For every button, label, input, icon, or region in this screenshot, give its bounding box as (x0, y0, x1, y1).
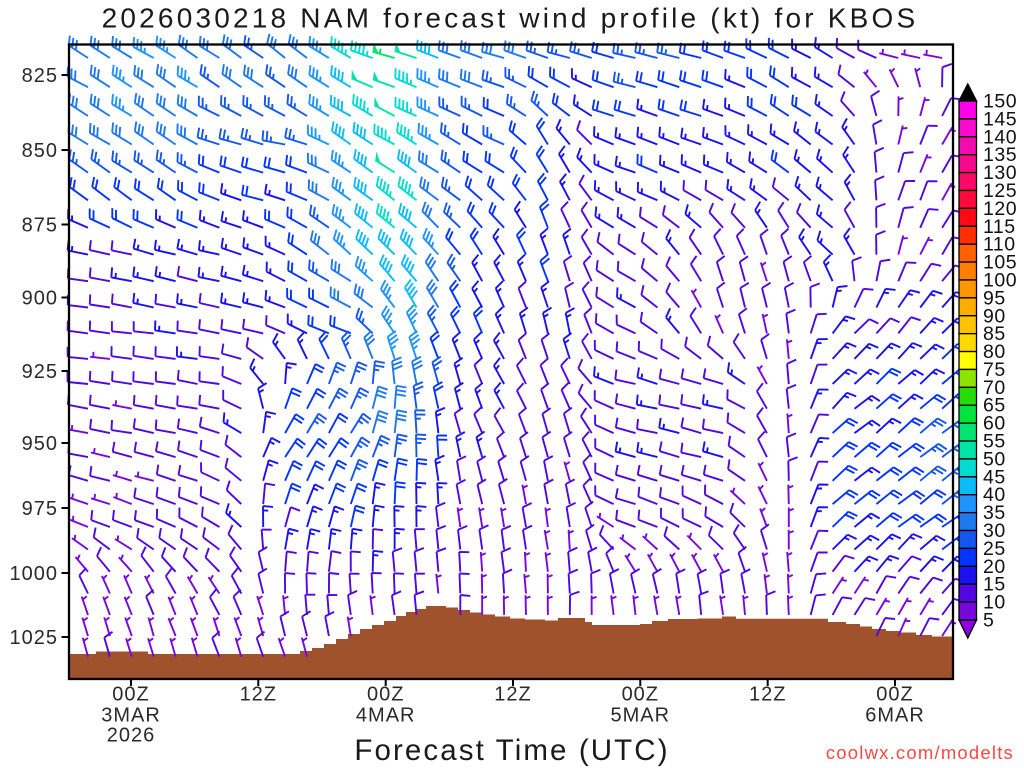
svg-text:60: 60 (983, 413, 1006, 435)
svg-text:4MAR: 4MAR (356, 705, 416, 727)
svg-text:50: 50 (983, 448, 1006, 470)
svg-text:12Z: 12Z (494, 684, 531, 706)
svg-text:40: 40 (983, 484, 1006, 506)
svg-text:100: 100 (983, 270, 1017, 292)
svg-text:85: 85 (983, 323, 1006, 345)
svg-text:6MAR: 6MAR (865, 705, 925, 727)
svg-text:135: 135 (983, 144, 1017, 166)
svg-text:55: 55 (983, 431, 1006, 453)
svg-text:90: 90 (983, 305, 1006, 327)
svg-text:30: 30 (983, 520, 1006, 542)
svg-text:825: 825 (22, 65, 58, 87)
svg-text:20: 20 (983, 556, 1006, 578)
svg-text:850: 850 (22, 140, 58, 162)
svg-text:900: 900 (22, 288, 58, 310)
svg-text:65: 65 (983, 395, 1006, 417)
svg-text:950: 950 (22, 433, 58, 455)
svg-text:00Z: 00Z (112, 684, 149, 706)
svg-text:5: 5 (983, 610, 994, 632)
svg-text:70: 70 (983, 377, 1006, 399)
svg-text:12Z: 12Z (749, 684, 786, 706)
svg-text:125: 125 (983, 180, 1017, 202)
svg-text:2026: 2026 (107, 725, 156, 747)
svg-text:1025: 1025 (10, 627, 59, 649)
svg-text:00Z: 00Z (622, 684, 659, 706)
svg-text:Forecast Time (UTC): Forecast Time (UTC) (354, 734, 669, 767)
svg-text:coolwx.com/modelts: coolwx.com/modelts (826, 742, 1014, 763)
svg-text:130: 130 (983, 162, 1017, 184)
svg-text:150: 150 (983, 91, 1017, 113)
svg-text:105: 105 (983, 252, 1017, 274)
svg-text:110: 110 (983, 234, 1016, 256)
svg-text:115: 115 (983, 216, 1016, 238)
svg-text:12Z: 12Z (240, 684, 277, 706)
svg-text:45: 45 (983, 466, 1006, 488)
svg-text:80: 80 (983, 341, 1006, 363)
svg-text:5MAR: 5MAR (611, 705, 671, 727)
svg-text:75: 75 (983, 359, 1006, 381)
svg-text:2026030218 NAM forecast wind p: 2026030218 NAM forecast wind profile (kt… (102, 3, 919, 34)
svg-text:145: 145 (983, 108, 1017, 130)
svg-text:00Z: 00Z (367, 684, 404, 706)
svg-text:3MAR: 3MAR (101, 705, 161, 727)
svg-text:875: 875 (22, 215, 58, 237)
svg-text:35: 35 (983, 502, 1006, 524)
svg-text:10: 10 (983, 592, 1006, 614)
svg-text:1000: 1000 (10, 563, 59, 585)
svg-text:925: 925 (22, 361, 58, 383)
svg-text:15: 15 (983, 574, 1006, 596)
svg-text:120: 120 (983, 198, 1017, 220)
svg-text:140: 140 (983, 126, 1017, 148)
svg-text:95: 95 (983, 287, 1006, 309)
svg-text:25: 25 (983, 538, 1006, 560)
svg-text:975: 975 (22, 498, 58, 520)
svg-text:00Z: 00Z (876, 684, 913, 706)
